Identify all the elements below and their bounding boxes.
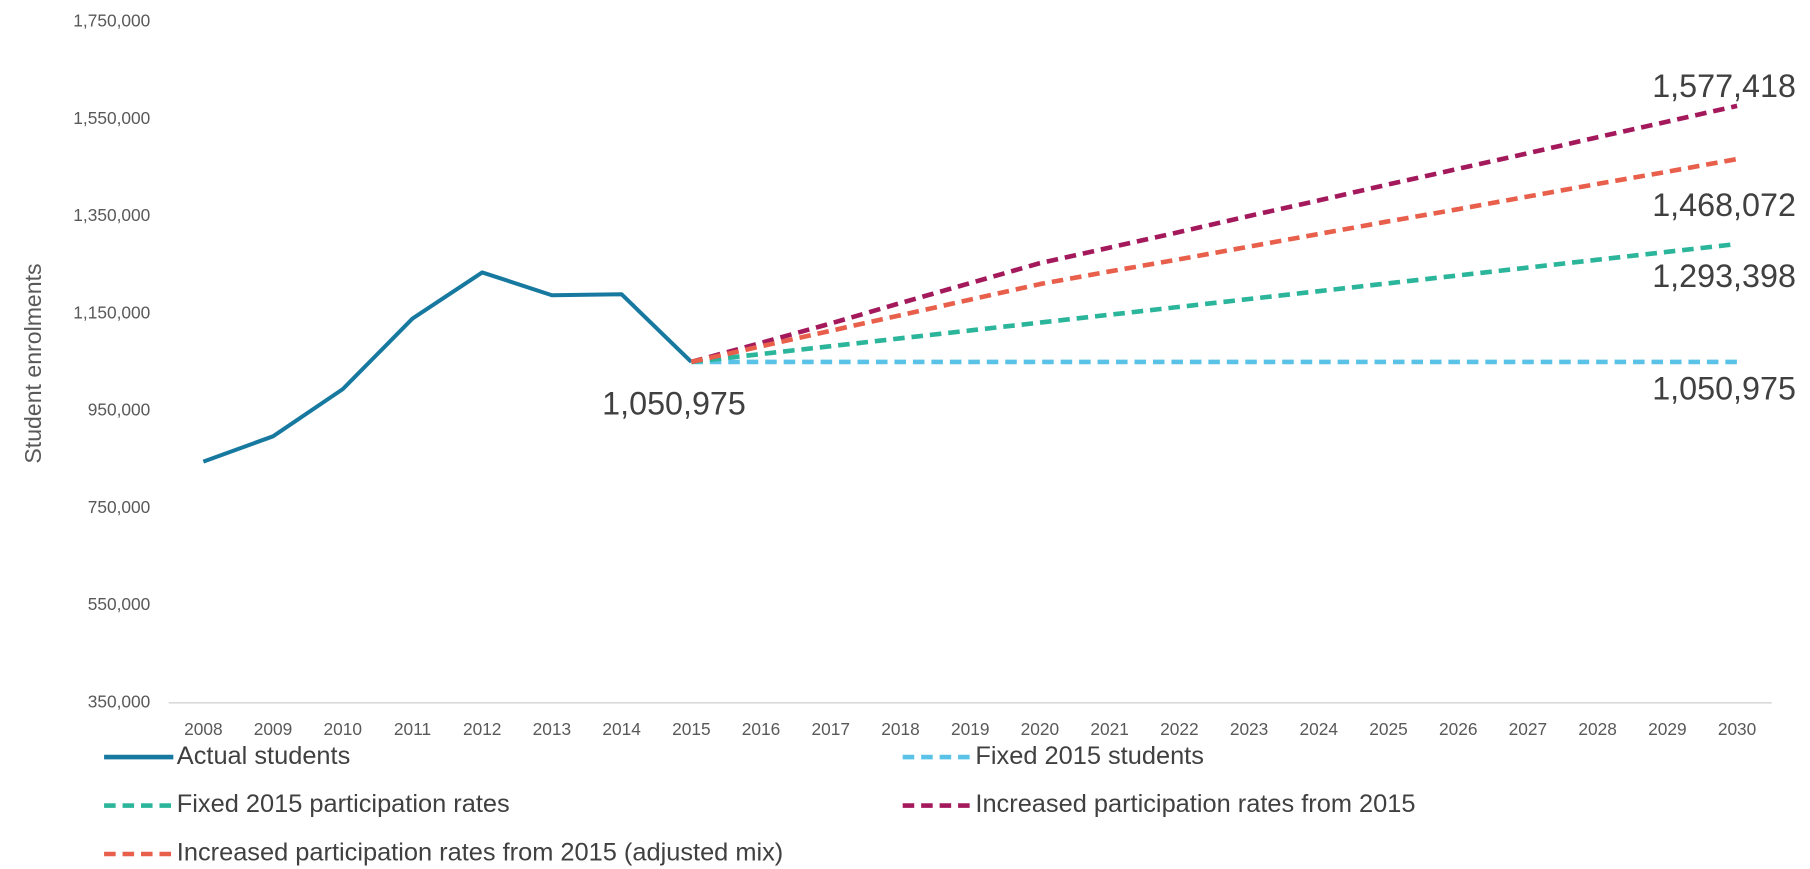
legend-label: Fixed 2015 participation rates [177,790,510,818]
x-tick-label: 2015 [672,719,710,739]
legend-label: Increased participation rates from 2015 [975,790,1415,818]
y-tick-label: 950,000 [88,400,151,420]
y-tick-label: 1,150,000 [73,302,150,322]
series-line [690,156,1738,365]
x-tick-label: 2014 [602,719,641,739]
y-tick-label: 350,000 [88,691,151,711]
x-tick-label: 2010 [324,719,362,739]
legend-label: Fixed 2015 students [975,742,1204,770]
y-tick-label: 1,550,000 [73,108,150,128]
x-tick-label: 2017 [812,719,850,739]
x-tick-label: 2008 [184,719,222,739]
data-label: 1,577,418 [1652,68,1796,104]
y-tick-label: 1,750,000 [73,11,150,31]
legend-label: Actual students [177,742,350,770]
y-tick-label: 550,000 [88,594,151,614]
y-axis-label: Student enrolments [20,263,46,463]
x-tick-label: 2026 [1439,719,1477,739]
y-tick-label: 750,000 [88,497,151,517]
x-tick-label: 2020 [1021,719,1059,739]
x-tick-label: 2018 [881,719,919,739]
series-line [691,241,1738,365]
x-tick-label: 2028 [1578,719,1616,739]
data-label: 1,293,398 [1652,258,1796,294]
x-tick-label: 2029 [1648,719,1686,739]
data-label: 1,050,975 [1652,370,1796,406]
x-tick-label: 2022 [1160,719,1198,739]
x-tick-label: 2013 [533,719,571,739]
series-line [202,270,693,464]
data-label: 1,468,072 [1652,187,1796,223]
x-tick-label: 2025 [1369,719,1407,739]
x-tick-label: 2023 [1230,719,1268,739]
x-tick-label: 2030 [1718,719,1756,739]
x-tick-label: 2011 [394,719,431,739]
x-tick-label: 2027 [1509,719,1547,739]
x-tick-label: 2012 [463,719,501,739]
x-tick-label: 2021 [1090,719,1128,739]
x-tick-label: 2009 [254,719,292,739]
series-line [690,103,1738,365]
x-tick-label: 2016 [742,719,780,739]
x-tick-label: 2019 [951,719,989,739]
data-label: 1,050,975 [602,385,746,421]
y-tick-label: 1,350,000 [73,205,150,225]
legend-label: Increased participation rates from 2015 … [177,839,783,867]
x-tick-label: 2024 [1300,719,1339,739]
